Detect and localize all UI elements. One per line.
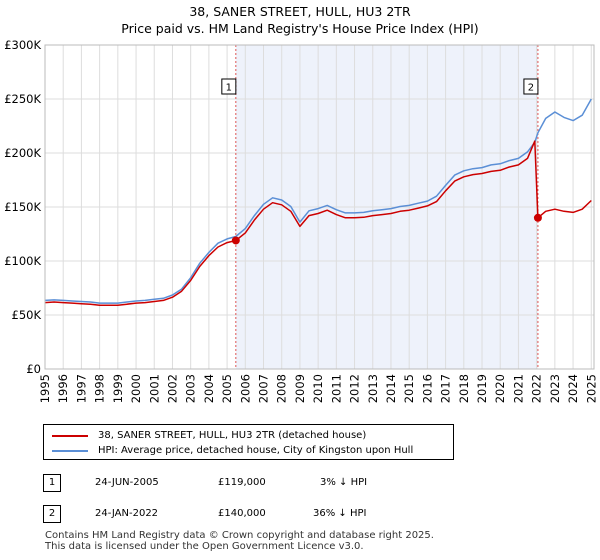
x-tick-label: 2002 — [165, 374, 179, 403]
x-tick-label: 2020 — [493, 374, 507, 403]
x-tick-label: 2004 — [202, 374, 216, 403]
transaction-price: £119,000 — [218, 477, 266, 488]
series-lines — [44, 98, 592, 307]
y-tick-label: £300K — [4, 38, 41, 52]
sale-points — [231, 213, 542, 245]
x-tick-label: 2019 — [475, 374, 489, 403]
y-tick-label: £150K — [4, 200, 41, 214]
transaction-marker: 1 — [43, 474, 61, 492]
sale-marker-label: 2 — [528, 83, 534, 94]
x-tick-label: 2005 — [220, 374, 234, 403]
x-tick-label: 1997 — [74, 374, 88, 403]
transaction-hpi-diff: 3% ↓ HPI — [320, 477, 368, 488]
chart-title: 38, SANER STREET, HULL, HU3 2TR Price pa… — [0, 3, 600, 37]
x-tick-label: 2007 — [257, 374, 271, 403]
legend-swatch-hpi — [52, 450, 88, 452]
plot-frame — [44, 44, 595, 370]
x-tick-label: 2009 — [293, 374, 307, 403]
x-tick-label: 2006 — [238, 374, 252, 403]
y-tick-label: £250K — [4, 92, 41, 106]
x-tick-label: 2025 — [584, 374, 598, 403]
footer-copyright: Contains HM Land Registry data © Crown c… — [45, 530, 434, 541]
x-tick-label: 2000 — [129, 374, 143, 403]
sale-marker-label: 1 — [226, 83, 232, 94]
x-tick-label: 2018 — [457, 374, 471, 403]
x-tick-label: 1995 — [38, 374, 52, 403]
x-tick-label: 1996 — [56, 374, 70, 403]
y-tick-label: £0 — [26, 362, 41, 376]
x-tick-label: 2024 — [566, 374, 580, 403]
footer-license: This data is licensed under the Open Gov… — [45, 541, 364, 552]
sale-point — [533, 213, 542, 222]
legend-label-hpi: HPI: Average price, detached house, City… — [98, 445, 414, 456]
x-tick-label: 2012 — [348, 374, 362, 403]
x-tick-label: 2014 — [384, 374, 398, 403]
price-chart: £0 £50K £100K £150K £200K £250K £300K 1995 1996… — [4, 38, 598, 403]
property-price-line — [44, 140, 592, 307]
x-tick-label: 2010 — [311, 374, 325, 403]
x-tick-label: 2011 — [329, 374, 343, 403]
y-tick-label: £200K — [4, 146, 41, 160]
x-tick-label: 2015 — [402, 374, 416, 403]
sale-point — [231, 236, 240, 245]
legend-label-property: 38, SANER STREET, HULL, HU3 2TR (detache… — [98, 430, 367, 441]
x-tick-label: 2008 — [275, 374, 289, 403]
title-line-2: Price paid vs. HM Land Registry's House … — [121, 21, 479, 36]
sale-marker: 2 — [523, 78, 539, 95]
x-tick-label: 2003 — [184, 374, 198, 403]
x-tick-label: 2017 — [439, 374, 453, 403]
x-tick-label: 2016 — [420, 374, 434, 403]
transaction-date: 24-JUN-2005 — [95, 477, 159, 488]
transaction-marker: 2 — [43, 505, 61, 523]
transaction-price: £140,000 — [218, 508, 266, 519]
x-tick-label: 1998 — [93, 374, 107, 403]
legend: 38, SANER STREET, HULL, HU3 2TR (detache… — [43, 424, 454, 460]
sale-marker-box — [221, 78, 237, 95]
footer: Contains HM Land Registry data © Crown c… — [45, 530, 434, 552]
transaction-date: 24-JAN-2022 — [95, 508, 159, 519]
sale-marker: 1 — [221, 78, 237, 95]
y-tick-label: £50K — [12, 308, 42, 322]
hpi-line — [44, 98, 592, 304]
legend-swatch-property — [52, 435, 88, 437]
x-tick-label: 2021 — [511, 374, 525, 403]
x-tick-label: 2013 — [366, 374, 380, 403]
sale-marker-box — [523, 78, 539, 95]
y-axis: £0 £50K £100K £150K £200K £250K £300K — [4, 38, 41, 376]
x-tick-label: 2022 — [530, 374, 544, 403]
x-tick-label: 1999 — [111, 374, 125, 403]
y-tick-label: £100K — [4, 254, 41, 268]
transaction-hpi-diff: 36% ↓ HPI — [313, 508, 367, 519]
x-tick-label: 2023 — [548, 374, 562, 403]
x-tick-label: 2001 — [147, 374, 161, 403]
x-axis: 1995 1996 1997 1998 1999 2000 2001 2002 2003 2004… — [38, 374, 598, 403]
title-line-1: 38, SANER STREET, HULL, HU3 2TR — [189, 4, 411, 19]
